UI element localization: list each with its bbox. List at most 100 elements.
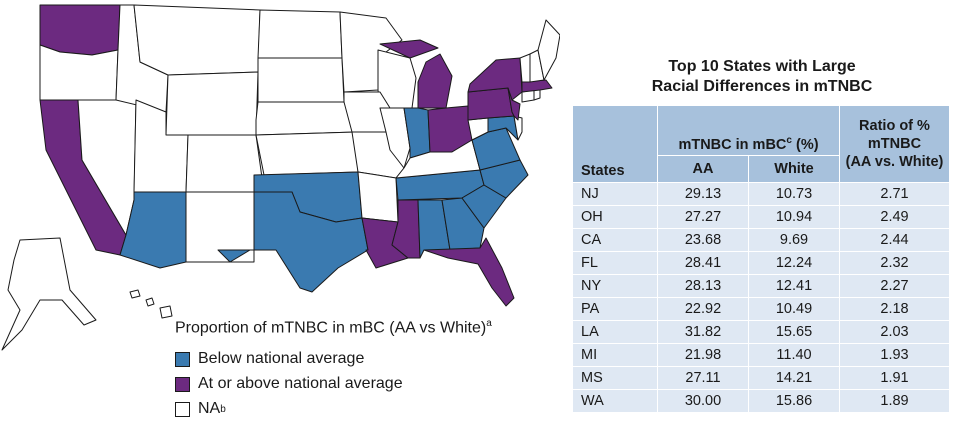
us-map-panel: Proportion of mTNBC in mBC (AA vs White)… (1, 4, 560, 424)
state-cell: LA (572, 320, 658, 344)
table-title: Top 10 States with Large Racial Differen… (572, 57, 952, 97)
state-NE (255, 101, 357, 136)
state-MI (417, 53, 453, 109)
state-CO (185, 134, 265, 193)
state-ND (257, 9, 343, 59)
ratio-cell: 2.71 (839, 182, 950, 206)
legend-item-below: Below national average (175, 349, 492, 369)
white-cell: 12.24 (748, 251, 840, 275)
col-header-ratio: Ratio of % mTNBC (AA vs. White) (839, 105, 950, 183)
table-row: OH 27.27 10.94 2.49 (572, 205, 950, 229)
state-NM (185, 191, 255, 263)
legend-title-superscript: a (486, 318, 492, 329)
legend-swatch-above (175, 376, 190, 392)
state-MT (133, 4, 261, 76)
state-cell: NJ (572, 182, 658, 206)
state-HI (129, 289, 173, 319)
white-cell: 9.69 (748, 228, 840, 252)
state-FL (423, 237, 515, 307)
col-header-aa: AA (657, 155, 749, 183)
table-body: NJ 29.13 10.73 2.71 OH 27.27 10.94 2.49 CA 23.68 9… (572, 182, 950, 413)
aa-cell: 28.13 (657, 274, 749, 298)
table-row: FL 28.41 12.24 2.32 (572, 251, 950, 275)
state-NJ (507, 87, 521, 121)
state-AK (1, 237, 97, 351)
group-header-unit: (%) (795, 137, 819, 153)
state-AR (357, 171, 399, 223)
state-MI-upper (379, 39, 439, 59)
legend-label-above: At or above national average (198, 375, 403, 393)
white-cell: 10.94 (748, 205, 840, 229)
aa-cell: 28.41 (657, 251, 749, 275)
white-cell: 15.86 (748, 389, 840, 413)
aa-cell: 30.00 (657, 389, 749, 413)
table-row: CA 23.68 9.69 2.44 (572, 228, 950, 252)
table-row: NY 28.13 12.41 2.27 (572, 274, 950, 298)
state-SD (257, 57, 345, 103)
legend-label-na: NA (198, 400, 221, 418)
white-cell: 10.73 (748, 182, 840, 206)
table-row: NJ 29.13 10.73 2.71 (572, 182, 950, 206)
white-cell: 15.65 (748, 320, 840, 344)
white-cell: 12.41 (748, 274, 840, 298)
state-cell: PA (572, 297, 658, 321)
state-cell: MS (572, 366, 658, 390)
col-header-white: White (748, 155, 840, 183)
aa-cell: 21.98 (657, 343, 749, 367)
legend-title-text: Proportion of mTNBC in mBC (AA vs White) (175, 319, 487, 337)
col-header-group: mTNBC in mBCc (%) (657, 105, 840, 156)
legend-label-na-superscript: b (220, 403, 226, 415)
ratio-cell: 2.18 (839, 297, 950, 321)
aa-cell: 31.82 (657, 320, 749, 344)
ratio-cell: 1.93 (839, 343, 950, 367)
state-TX (217, 191, 369, 293)
table-title-line1: Top 10 States with Large (668, 58, 856, 75)
state-cell: NY (572, 274, 658, 298)
aa-cell: 23.68 (657, 228, 749, 252)
table-title-line2: Racial Differences in mTNBC (651, 78, 873, 95)
state-cell: WA (572, 389, 658, 413)
state-ME (537, 19, 560, 81)
state-cell: FL (572, 251, 658, 275)
col-header-states: States (572, 105, 658, 183)
state-cell: OH (572, 205, 658, 229)
white-cell: 10.49 (748, 297, 840, 321)
table-row: MS 27.11 14.21 1.91 (572, 366, 950, 390)
legend-item-above: At or above national average (175, 374, 492, 394)
ratio-header-line1: Ratio of % (859, 118, 930, 134)
ratio-cell: 2.32 (839, 251, 950, 275)
white-cell: 14.21 (748, 366, 840, 390)
aa-cell: 22.92 (657, 297, 749, 321)
legend-swatch-below (175, 351, 190, 367)
legend-label-below: Below national average (198, 350, 365, 368)
state-KS (255, 131, 359, 176)
state-RI (533, 89, 541, 101)
state-WY (165, 71, 259, 136)
legend-title: Proportion of mTNBC in mBC (AA vs White)… (175, 318, 492, 337)
ratio-header-line3: (AA vs. White) (845, 154, 944, 170)
ratio-cell: 2.44 (839, 228, 950, 252)
white-cell: 11.40 (748, 343, 840, 367)
us-choropleth-map (1, 4, 560, 351)
aa-cell: 27.11 (657, 366, 749, 390)
legend-swatch-na (175, 401, 190, 417)
ratio-cell: 2.03 (839, 320, 950, 344)
group-header-superscript: c (786, 135, 792, 147)
aa-cell: 29.13 (657, 182, 749, 206)
map-legend: Proportion of mTNBC in mBC (AA vs White)… (175, 318, 492, 424)
state-DE (513, 115, 523, 141)
table-row: WA 30.00 15.86 1.89 (572, 389, 950, 413)
ratio-cell: 1.91 (839, 366, 950, 390)
state-VT (519, 53, 531, 83)
state-cell: CA (572, 228, 658, 252)
legend-item-na: NA b (175, 399, 492, 419)
states-table: States mTNBC in mBCc (%) Ratio of % mTNB… (572, 105, 950, 413)
table-row: MI 21.98 11.40 1.93 (572, 343, 950, 367)
table-row: PA 22.92 10.49 2.18 (572, 297, 950, 321)
ratio-cell: 2.49 (839, 205, 950, 229)
state-cell: MI (572, 343, 658, 367)
ratio-cell: 1.89 (839, 389, 950, 413)
top10-table-panel: Top 10 States with Large Racial Differen… (572, 57, 952, 413)
state-PA (467, 87, 515, 121)
ratio-cell: 2.27 (839, 274, 950, 298)
